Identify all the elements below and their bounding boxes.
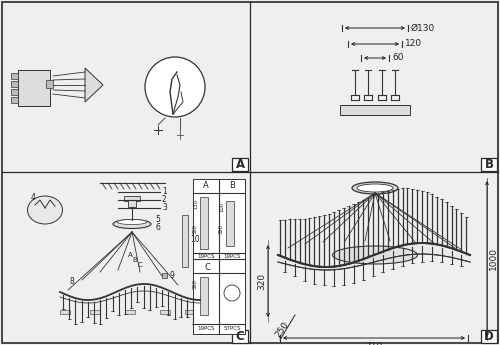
Bar [124, 196, 140, 201]
Bar [128, 200, 136, 207]
Text: 710: 710 [366, 342, 382, 345]
Text: B: B [229, 181, 235, 190]
Text: C: C [204, 263, 210, 272]
Text: 4: 4 [30, 194, 36, 203]
Bar [11, 81, 18, 87]
Bar [481, 158, 497, 171]
Text: Ø130: Ø130 [411, 23, 435, 32]
Text: 19PCS: 19PCS [197, 254, 215, 258]
Text: 9: 9 [169, 270, 174, 279]
Text: 6: 6 [155, 224, 160, 233]
Bar [125, 310, 135, 314]
Text: A: A [128, 252, 132, 258]
Bar [200, 277, 208, 315]
Text: C: C [138, 262, 142, 268]
Text: 320: 320 [257, 273, 266, 289]
Text: D: D [484, 330, 494, 343]
Bar [182, 215, 188, 267]
Text: B: B [132, 257, 138, 263]
Bar [160, 310, 170, 314]
Bar [232, 330, 248, 343]
Text: 10: 10 [190, 236, 200, 245]
Text: A: A [236, 158, 244, 171]
Text: 250: 250 [274, 321, 290, 339]
Text: 8: 8 [70, 277, 74, 286]
Ellipse shape [117, 219, 147, 225]
Bar [11, 73, 18, 79]
Ellipse shape [357, 184, 393, 192]
Text: 1000: 1000 [489, 247, 498, 270]
Bar [185, 310, 195, 314]
Bar [60, 310, 70, 314]
Text: 2: 2 [162, 196, 167, 205]
Ellipse shape [352, 182, 398, 194]
Text: 360: 360 [193, 224, 198, 234]
Bar [340, 105, 410, 115]
Ellipse shape [28, 196, 62, 224]
Text: 120: 120 [405, 39, 422, 49]
Text: 360: 360 [219, 224, 224, 234]
Text: C: C [236, 330, 244, 343]
Text: 19PCS: 19PCS [223, 254, 241, 258]
Text: 5: 5 [155, 216, 160, 225]
Bar [11, 89, 18, 95]
Text: 19PCS: 19PCS [197, 326, 215, 332]
Bar [18, 70, 50, 106]
Polygon shape [85, 68, 103, 102]
Text: 1: 1 [162, 187, 167, 197]
Text: 100: 100 [219, 202, 224, 212]
Text: 60: 60 [392, 53, 404, 62]
Circle shape [224, 285, 240, 301]
Bar [200, 197, 208, 249]
Bar [481, 330, 497, 343]
Text: A: A [203, 181, 209, 190]
Ellipse shape [113, 219, 151, 228]
Bar [226, 201, 234, 246]
Bar [46, 80, 53, 88]
Bar [232, 158, 248, 171]
Text: 3: 3 [162, 204, 167, 213]
Text: 130: 130 [193, 199, 198, 209]
Circle shape [145, 57, 205, 117]
Ellipse shape [332, 246, 418, 264]
Bar [11, 97, 18, 103]
Text: 57PCS: 57PCS [223, 326, 241, 332]
Text: B: B [484, 158, 494, 171]
Text: 360: 360 [193, 279, 198, 289]
Bar [90, 310, 100, 314]
Bar [162, 273, 167, 278]
Bar [193, 179, 245, 334]
